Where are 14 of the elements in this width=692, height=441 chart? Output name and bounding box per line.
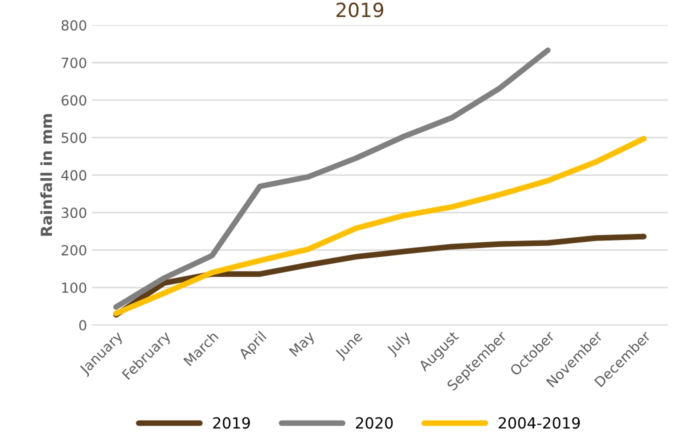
y-tick-label: 200 xyxy=(62,245,86,256)
y-tick-label: 600 xyxy=(62,95,86,106)
y-tick-label: 300 xyxy=(62,208,86,218)
y-tick-label: 0 xyxy=(79,320,86,330)
y-tick-label: 500 xyxy=(62,132,86,144)
legend-label: 2004-2019 xyxy=(498,417,580,429)
y-tick-label: 800 xyxy=(62,20,86,31)
legend-label: 2020 xyxy=(356,417,393,429)
y-tick-label: 400 xyxy=(61,170,86,181)
y-tick-label: 100 xyxy=(62,282,86,294)
y-axis-title: Rainfall in mm xyxy=(40,114,52,236)
y-tick-label: 700 xyxy=(62,58,86,68)
chart-title: 2019 xyxy=(336,2,384,18)
legend-label: 2019 xyxy=(213,417,250,429)
